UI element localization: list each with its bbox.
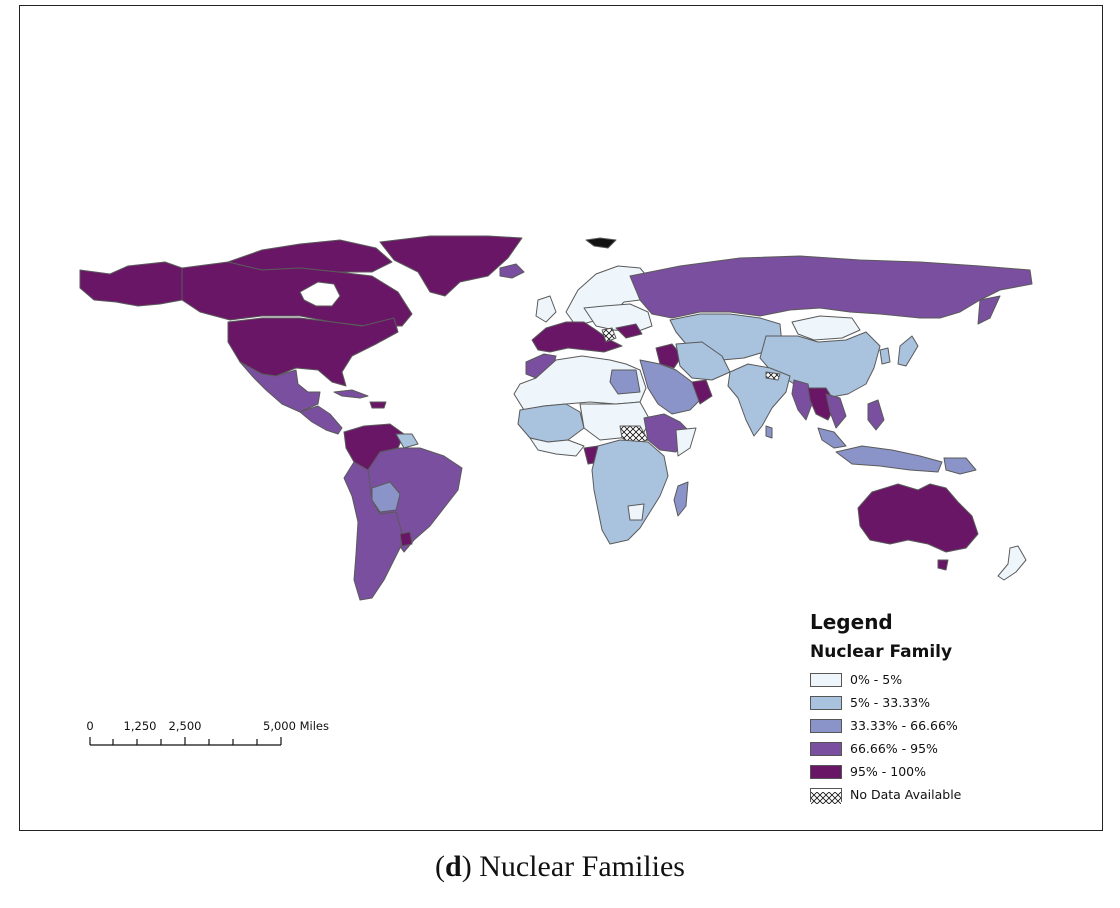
region-new-zealand	[997, 545, 1027, 581]
region-korea	[879, 347, 891, 365]
region-uruguay	[399, 531, 413, 547]
legend: Legend Nuclear Family 0% - 5% 5% - 33.33…	[810, 610, 1080, 806]
region-west-africa	[517, 403, 585, 443]
caption-text: Nuclear Families	[479, 850, 685, 883]
region-iraq	[655, 343, 683, 369]
legend-swatch	[810, 741, 842, 756]
region-oman	[691, 379, 713, 405]
region-somalia	[675, 427, 697, 457]
region-mexico	[239, 361, 321, 413]
legend-subtitle: Nuclear Family	[810, 642, 953, 662]
region-uk	[535, 295, 557, 323]
region-kamchatka	[977, 295, 1001, 325]
scale-label: 5,000 Miles	[263, 719, 329, 733]
legend-item-label: No Data Available	[850, 787, 962, 802]
region-arabia	[639, 359, 705, 415]
hudson-bay	[299, 281, 341, 307]
legend-title: Legend	[810, 610, 893, 634]
region-nepal-hatch	[765, 371, 781, 381]
scale-bar: 0 1,250 2,500 5,000 Miles	[85, 719, 329, 749]
legend-item-label: 0% - 5%	[850, 672, 903, 687]
region-indonesia	[835, 445, 943, 473]
region-mongolia	[791, 315, 861, 341]
region-southern-cone	[343, 461, 405, 601]
caption-panel-letter: d	[445, 850, 462, 883]
region-western-europe	[531, 321, 623, 353]
region-alaska	[79, 261, 183, 307]
legend-swatch	[810, 764, 842, 779]
region-sri-lanka	[765, 425, 773, 439]
region-madagascar	[673, 481, 689, 517]
region-canada	[181, 261, 413, 327]
legend-item: 95% - 100%	[810, 760, 1080, 783]
scale-bar-graphic	[89, 737, 282, 746]
region-iran	[675, 341, 731, 381]
region-australia	[857, 483, 979, 553]
region-vietnam	[825, 393, 847, 429]
legend-item: 66.66% - 95%	[810, 737, 1080, 760]
hatch-pattern-icon	[811, 791, 841, 804]
region-tasmania	[937, 559, 949, 571]
legend-item-label: 95% - 100%	[850, 764, 926, 779]
region-cuba	[333, 389, 369, 399]
legend-swatch-hatched	[810, 787, 842, 804]
region-zimbabwe	[627, 503, 645, 521]
legend-swatch	[810, 718, 842, 733]
region-arctic-islands	[227, 239, 393, 273]
region-myanmar	[791, 379, 813, 421]
legend-item: No Data Available	[810, 783, 1080, 806]
region-malaysia	[817, 427, 847, 449]
region-balkans-hatch	[601, 327, 617, 343]
region-india	[727, 363, 791, 437]
region-russia	[629, 255, 1033, 319]
legend-item-label: 66.66% - 95%	[850, 741, 938, 756]
region-turkey	[615, 323, 643, 339]
legend-item: 33.33% - 66.66%	[810, 714, 1080, 737]
region-west-africa-coast	[529, 437, 585, 457]
legend-swatch	[810, 672, 842, 687]
region-hispaniola	[369, 401, 387, 409]
scale-label: 2,500	[168, 719, 202, 733]
scale-label: 1,250	[123, 719, 157, 733]
legend-item-label: 5% - 33.33%	[850, 695, 930, 710]
region-guyana	[395, 433, 419, 449]
legend-swatch	[810, 695, 842, 710]
legend-item: 0% - 5%	[810, 668, 1080, 691]
region-greenland	[379, 235, 523, 297]
region-egypt	[609, 369, 641, 395]
region-svalbard	[585, 237, 617, 249]
legend-item-label: 33.33% - 66.66%	[850, 718, 958, 733]
region-iceland	[499, 263, 525, 279]
region-philippines	[867, 399, 885, 431]
scale-label: 0	[86, 719, 94, 733]
figure-caption: (d) Nuclear Families	[435, 850, 685, 883]
region-central-america	[299, 405, 343, 435]
region-png	[943, 457, 977, 475]
region-southern-africa	[591, 439, 669, 545]
legend-item: 5% - 33.33%	[810, 691, 1080, 714]
region-japan	[897, 335, 919, 367]
